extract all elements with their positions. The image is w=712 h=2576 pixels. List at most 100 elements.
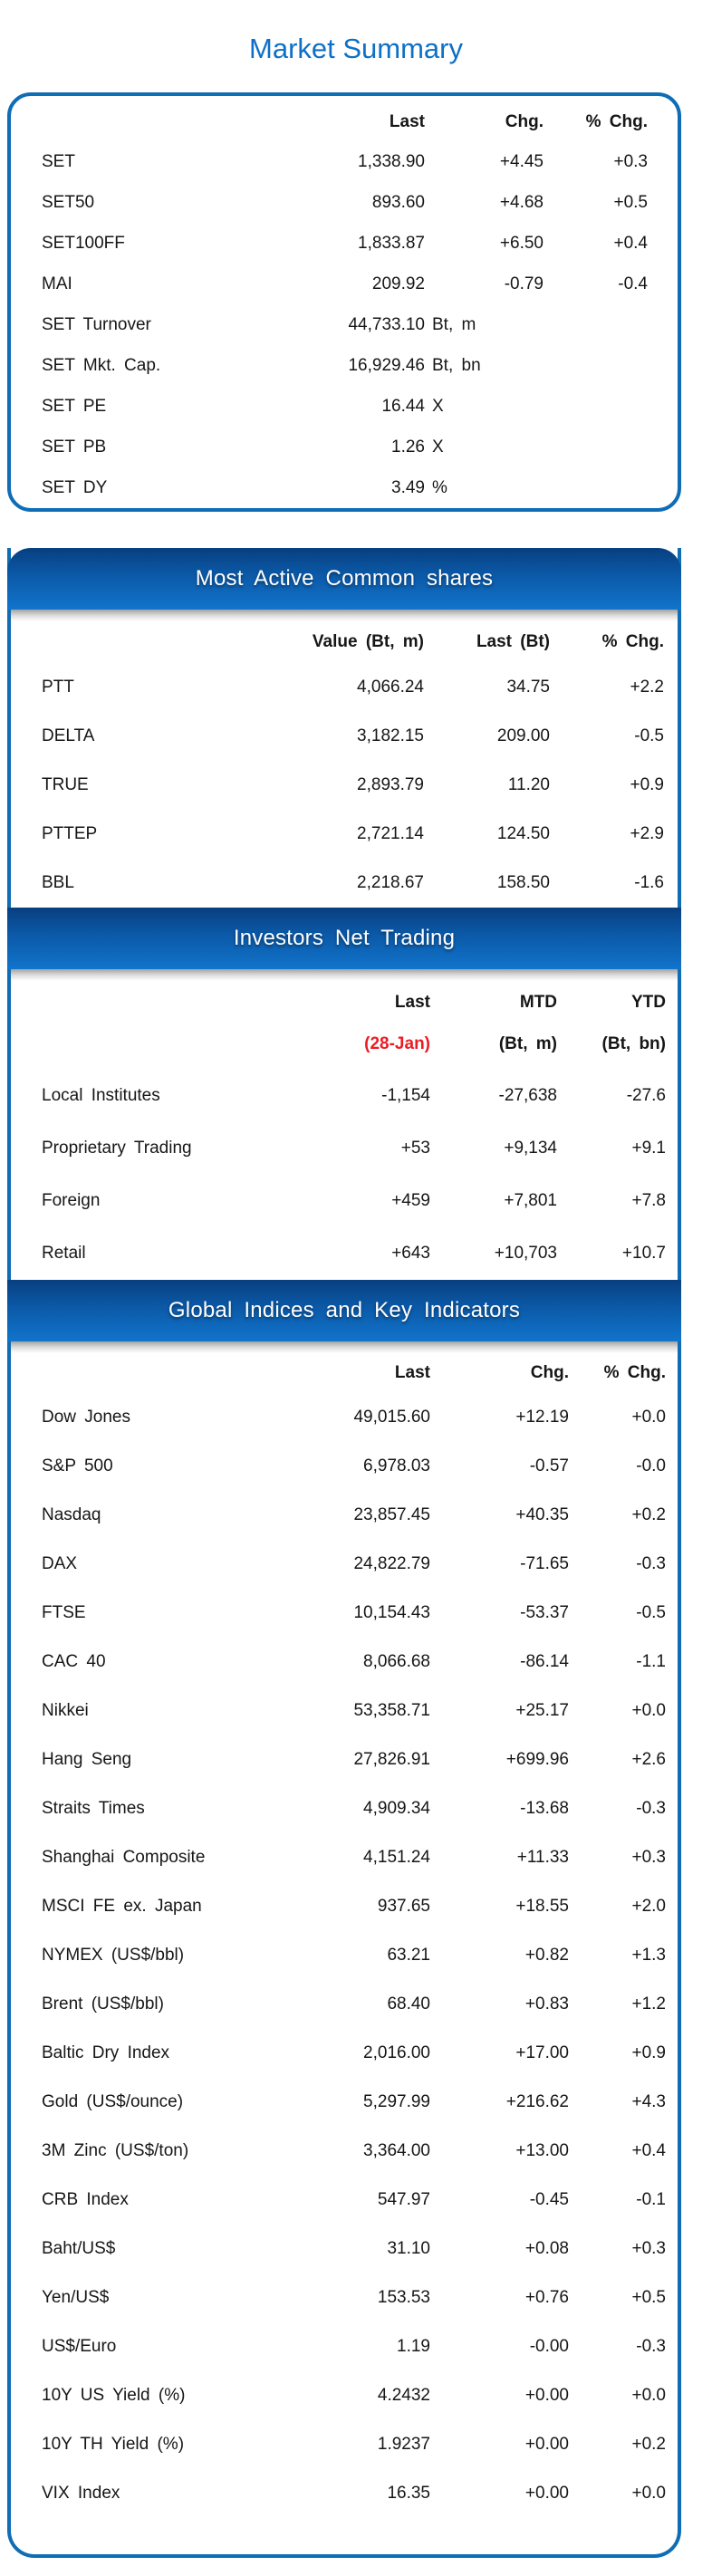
value-3: +4.3 <box>631 2092 666 2111</box>
row-label: NYMEX (US$/bbl) <box>42 1946 185 1965</box>
investors-rows: Local Institutes -1,154 -27,638 -27.6 Propri… <box>11 1064 678 1280</box>
row-label: SET Turnover <box>42 314 151 334</box>
value-2: 209.00 <box>496 726 550 745</box>
row-label: SET Mkt. Cap. <box>42 355 161 375</box>
value-1: 27,826.91 <box>353 1750 430 1769</box>
row-label: SET DY <box>42 477 108 497</box>
value-1: 3,364.00 <box>363 2141 430 2160</box>
last-number: 16,929.46 <box>348 355 425 375</box>
last-value: 44,733.10 Bt, m <box>271 315 476 335</box>
most-active-row: TRUE 2,893.79 11.20 +0.9 <box>11 761 678 810</box>
value-1: +459 <box>391 1191 430 1210</box>
most-active-rows: PTT 4,066.24 34.75 +2.2 DELTA 3,182.15 209.00 -… <box>11 663 678 908</box>
page-title: Market Summary <box>249 33 463 64</box>
chg-value: -0.79 <box>504 274 544 293</box>
value-2: 34.75 <box>506 678 550 697</box>
row-label: SET50 <box>42 192 95 212</box>
value-3: +0.0 <box>631 1408 666 1427</box>
global-indices-row: CRB Index 547.97 -0.45 -0.1 <box>11 2176 678 2225</box>
last-value: 16,929.46 Bt, bn <box>271 355 480 376</box>
value-2: +0.00 <box>524 2386 569 2405</box>
most-active-banner: Most Active Common shares <box>7 548 681 610</box>
value-3: +9.1 <box>631 1139 666 1158</box>
last-value: 1,833.87 <box>271 234 425 254</box>
value-3: -0.5 <box>636 1603 666 1622</box>
value-unit: Bt, bn <box>432 355 481 375</box>
value-3: +10.7 <box>621 1244 666 1263</box>
row-label: DAX <box>42 1554 78 1573</box>
value-3: +0.3 <box>631 1848 666 1867</box>
value-unit: Bt, m <box>432 314 476 334</box>
global-indices-row: Brent (US$/bbl) 68.40 +0.83 +1.2 <box>11 1980 678 2029</box>
row-label: PTT <box>42 678 74 697</box>
last-value: 893.60 <box>271 193 425 213</box>
row-label: DELTA <box>42 726 95 745</box>
global-indices-row: 3M Zinc (US$/ton) 3,364.00 +13.00 +0.4 <box>11 2127 678 2176</box>
value-3: -0.5 <box>634 726 664 745</box>
value-3: +1.3 <box>631 1946 666 1965</box>
last-value: 1,338.90 <box>271 152 425 172</box>
value-1: 3,182.15 <box>357 726 424 745</box>
header-last: Last <box>394 993 430 1012</box>
value-2: -13.68 <box>520 1799 569 1818</box>
global-indices-row: Yen/US$ 153.53 +0.76 +0.5 <box>11 2273 678 2322</box>
header-pct-chg: % Chg. <box>585 112 648 131</box>
header-chg: Chg. <box>505 112 544 131</box>
row-label: Baht/US$ <box>42 2239 116 2258</box>
global-indices-header-row: Last Chg. % Chg. <box>11 1353 678 1393</box>
market-summary-row: SET PE 16.44 X <box>11 386 678 427</box>
investors-table: Last MTD YTD (28-Jan) (Bt, m) (Bt, bn) L… <box>11 981 678 1280</box>
global-indices-row: CAC 40 8,066.68 -86.14 -1.1 <box>11 1638 678 1687</box>
row-label: CRB Index <box>42 2190 129 2209</box>
investors-row: Foreign +459 +7,801 +7.8 <box>11 1175 678 1227</box>
banner-shadow <box>11 969 678 981</box>
row-label: MAI <box>42 274 72 293</box>
value-3: -0.3 <box>636 1554 666 1573</box>
row-label: 10Y TH Yield (%) <box>42 2435 185 2454</box>
sections-card: Most Active Common shares Value (Bt, m) … <box>7 548 681 2558</box>
value-2: +13.00 <box>515 2141 569 2160</box>
value-1: 68.40 <box>387 1994 430 2014</box>
value-1: 6,978.03 <box>363 1456 430 1475</box>
last-value: 1.26 X <box>271 437 444 457</box>
value-3: +0.3 <box>631 2239 666 2258</box>
value-2: +699.96 <box>505 1750 569 1769</box>
value-1: 5,297.99 <box>363 2092 430 2111</box>
value-3: +2.2 <box>630 678 664 697</box>
value-3: +0.2 <box>631 2435 666 2454</box>
most-active-row: PTTEP 2,721.14 124.50 +2.9 <box>11 810 678 859</box>
global-indices-row: Nasdaq 23,857.45 +40.35 +0.2 <box>11 1491 678 1540</box>
value-2: +0.83 <box>524 1994 569 2014</box>
value-3: +0.0 <box>631 1701 666 1720</box>
header-mtd: MTD <box>519 993 557 1012</box>
row-label: FTSE <box>42 1603 86 1622</box>
row-label: Baltic Dry Index <box>42 2043 170 2062</box>
row-label: SET PE <box>42 396 107 416</box>
global-indices-row: 10Y US Yield (%) 4.2432 +0.00 +0.0 <box>11 2371 678 2420</box>
value-3: -27.6 <box>626 1086 666 1105</box>
row-label: VIX Index <box>42 2484 120 2503</box>
row-label: TRUE <box>42 775 89 794</box>
value-2: +0.00 <box>524 2484 569 2503</box>
last-number: 1,833.87 <box>358 233 425 253</box>
value-2: +40.35 <box>515 1505 569 1524</box>
investors-subheader-row: (28-Jan) (Bt, m) (Bt, bn) <box>11 1024 678 1064</box>
global-indices-row: Baht/US$ 31.10 +0.08 +0.3 <box>11 2225 678 2273</box>
investors-banner-title: Investors Net Trading <box>233 926 456 950</box>
value-3: +0.4 <box>631 2141 666 2160</box>
value-2: -0.45 <box>529 2190 569 2209</box>
most-active-banner-title: Most Active Common shares <box>195 566 494 591</box>
value-2: +9,134 <box>504 1139 557 1158</box>
global-indices-row: Shanghai Composite 4,151.24 +11.33 +0.3 <box>11 1833 678 1882</box>
value-3: +0.9 <box>630 775 664 794</box>
most-active-row: PTT 4,066.24 34.75 +2.2 <box>11 663 678 712</box>
row-label: Straits Times <box>42 1799 145 1818</box>
value-3: -0.3 <box>636 2337 666 2356</box>
last-value: 16.44 X <box>271 397 443 417</box>
value-2: +12.19 <box>515 1408 569 1427</box>
value-3: +7.8 <box>631 1191 666 1210</box>
value-1: 8,066.68 <box>363 1652 430 1671</box>
global-indices-row: DAX 24,822.79 -71.65 -0.3 <box>11 1540 678 1589</box>
subheader-date: (28-Jan) <box>364 1034 430 1053</box>
value-1: 16.35 <box>387 2484 430 2503</box>
